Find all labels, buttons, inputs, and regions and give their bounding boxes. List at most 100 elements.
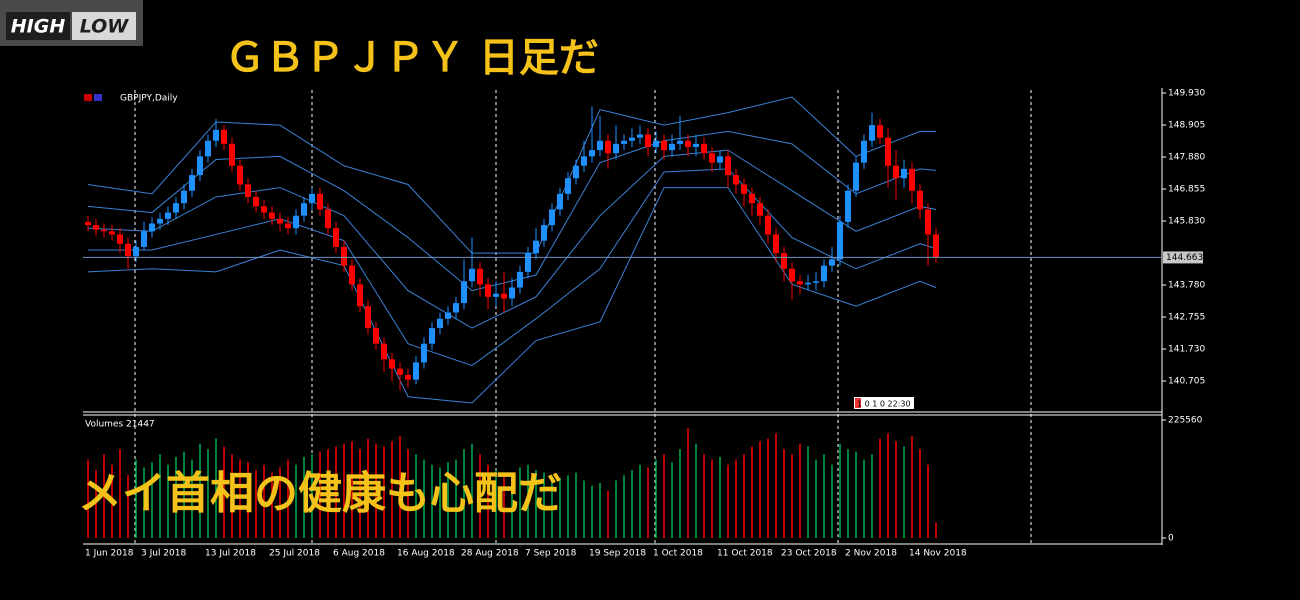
candle-body (773, 234, 779, 254)
candle-body (117, 234, 123, 244)
candle-body (853, 162, 859, 191)
candle-body (93, 225, 99, 230)
candle-body (581, 156, 587, 166)
candle-body (757, 203, 763, 216)
candle-body (317, 193, 323, 210)
candle-body (645, 134, 651, 148)
x-tick-label: 11 Oct 2018 (717, 549, 773, 559)
candle-body (421, 343, 427, 363)
band-line (87, 187, 937, 404)
candle-body (749, 193, 755, 204)
candle-body (165, 212, 171, 219)
flag-icon (84, 94, 92, 101)
candle-body (925, 209, 931, 235)
candle-body (597, 140, 603, 151)
candle-body (797, 281, 803, 285)
x-tick-label: 19 Sep 2018 (589, 549, 646, 559)
candle-body (685, 140, 691, 148)
candle-body (765, 215, 771, 235)
candle-body (917, 190, 923, 210)
candle-body (533, 240, 539, 254)
candle-body (253, 196, 259, 207)
candle-body (325, 209, 331, 229)
symbol-title: GBPJPY,Daily (84, 94, 178, 104)
candle-body (805, 282, 811, 285)
candle-body (221, 129, 227, 144)
x-tick-label: 1 Oct 2018 (653, 549, 703, 559)
candle-body (205, 140, 211, 157)
candle-body (837, 221, 843, 260)
candle-body (437, 318, 443, 329)
candle-body (381, 343, 387, 360)
candle-body (709, 153, 715, 163)
candle-body (829, 259, 835, 266)
candle-body (357, 284, 363, 307)
y-tick-label: 145.830 (1168, 216, 1205, 226)
flag-icon (94, 94, 102, 101)
candle-body (429, 328, 435, 344)
x-tick-label: 7 Sep 2018 (525, 549, 577, 559)
logo: HIGH LOW (0, 0, 143, 46)
candle-body (181, 190, 187, 204)
candle-body (933, 234, 939, 258)
plot: 149.930 148.905 147.880 146.855 145.830 143.7… (83, 89, 1205, 559)
candle-body (197, 156, 203, 176)
panes (83, 88, 1163, 545)
y-tick-label: 147.880 (1168, 152, 1205, 162)
candle-body (477, 268, 483, 285)
candle-body (893, 165, 899, 179)
y-tick-label: 146.855 (1168, 184, 1205, 194)
y-tick-label: 148.905 (1168, 120, 1205, 130)
candle-body (741, 184, 747, 194)
candle-body (565, 178, 571, 194)
candle-body (245, 184, 251, 197)
candle-body (613, 143, 619, 154)
candle-body (493, 293, 499, 297)
candle-body (461, 281, 467, 304)
candle-body (157, 218, 163, 224)
candle-body (349, 265, 355, 285)
candle-body (701, 143, 707, 154)
candle-body (189, 175, 195, 191)
candle-body (101, 229, 107, 232)
candle-body (789, 268, 795, 282)
candle-body (725, 156, 731, 176)
y-tick-label: 225560 (1168, 416, 1203, 426)
candle-body (525, 253, 531, 272)
candle-body (109, 231, 115, 235)
logo-left: HIGH (11, 16, 66, 38)
candle-body (309, 193, 315, 204)
logo-right: LOW (80, 16, 130, 38)
candle-body (517, 271, 523, 288)
candle-body (293, 215, 299, 229)
logo-right-box (72, 12, 136, 40)
candle-body (693, 143, 699, 148)
x-tick-label: 3 Jul 2018 (141, 549, 186, 559)
candle-body (717, 156, 723, 163)
candle-body (469, 268, 475, 282)
x-tick-label: 13 Jul 2018 (205, 549, 256, 559)
candle-body (125, 243, 131, 257)
band-line (87, 130, 937, 292)
candle-body (509, 287, 515, 299)
x-tick-label: 25 Jul 2018 (269, 549, 320, 559)
y-tick-label: 142.755 (1168, 312, 1205, 322)
candle-body (869, 125, 875, 141)
candle-body (885, 137, 891, 166)
price-pane (85, 96, 939, 404)
candle-body (861, 140, 867, 163)
candle-body (589, 150, 595, 157)
candle-body (677, 140, 683, 144)
candle-body (909, 168, 915, 191)
candle-body (85, 221, 91, 226)
y-tick-label: 140.705 (1168, 376, 1205, 386)
band-line (87, 149, 937, 329)
x-tick-label: 28 Aug 2018 (461, 549, 519, 559)
timer-box (854, 397, 914, 409)
caption: メイ首相の健康も心配だ (78, 468, 562, 519)
y-tick-label: 141.730 (1168, 344, 1205, 354)
candle-body (669, 143, 675, 151)
candle-body (285, 223, 291, 229)
candle-body (901, 168, 907, 179)
